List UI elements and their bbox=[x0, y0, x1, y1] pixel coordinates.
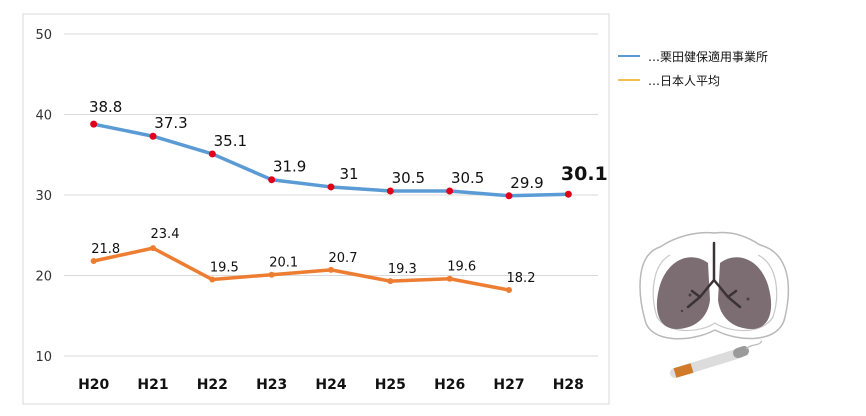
grid-lines bbox=[64, 33, 598, 357]
data-label: 31 bbox=[339, 165, 358, 183]
data-point bbox=[328, 266, 334, 273]
smoke-swirl-icon bbox=[639, 231, 790, 340]
data-label: 30.1 bbox=[561, 163, 608, 185]
data-point bbox=[446, 187, 454, 195]
legend-swatch-japan bbox=[618, 79, 640, 81]
data-point bbox=[268, 176, 276, 184]
y-axis-ticks: 10 20 30 40 50 bbox=[35, 28, 52, 365]
data-label: 18.2 bbox=[507, 271, 536, 286]
x-tick-label-H21: H21 bbox=[137, 377, 168, 393]
data-label: 23.4 bbox=[151, 227, 180, 242]
data-point bbox=[564, 190, 572, 198]
series-layer: 38.8 37.3 35.1 31.9 31 30.5 30.5 29.9 30.1 21.8 23… bbox=[89, 98, 608, 293]
legend-swatch-kurita bbox=[618, 55, 640, 57]
data-label: 30.5 bbox=[392, 169, 425, 187]
legend-label-japan: …日本人平均 bbox=[648, 73, 721, 88]
y-tick-label: 50 bbox=[35, 28, 52, 43]
x-tick-label-H26: H26 bbox=[434, 377, 465, 393]
data-point bbox=[506, 286, 512, 293]
data-point bbox=[150, 245, 156, 252]
data-label: 21.8 bbox=[91, 242, 120, 257]
y-tick-label: 10 bbox=[35, 350, 52, 365]
data-point bbox=[268, 271, 275, 278]
x-tick-label-H28: H28 bbox=[553, 377, 584, 393]
data-point bbox=[208, 150, 216, 158]
data-point bbox=[90, 120, 98, 128]
y-tick-label: 40 bbox=[35, 109, 52, 124]
data-point bbox=[505, 192, 513, 200]
data-label: 19.6 bbox=[447, 260, 476, 275]
data-label: 29.9 bbox=[510, 174, 543, 192]
data-label: 20.1 bbox=[269, 256, 298, 271]
data-label: 37.3 bbox=[154, 114, 187, 132]
x-tick-label-H25: H25 bbox=[375, 377, 406, 393]
data-label: 31.9 bbox=[273, 158, 306, 176]
x-tick-label-H27: H27 bbox=[493, 377, 524, 393]
x-tick-label-H23: H23 bbox=[256, 377, 287, 393]
series-line-1 bbox=[93, 246, 510, 292]
y-tick-label: 20 bbox=[35, 270, 52, 285]
data-point bbox=[90, 258, 97, 265]
x-tick-label-H22: H22 bbox=[197, 377, 228, 393]
data-label: 38.8 bbox=[89, 98, 122, 116]
data-label: 20.7 bbox=[329, 251, 358, 266]
data-point bbox=[149, 132, 157, 140]
data-label: 30.5 bbox=[451, 169, 484, 187]
data-point bbox=[209, 276, 216, 283]
y-tick-label: 30 bbox=[35, 189, 52, 204]
lungs-illustration bbox=[639, 231, 790, 378]
data-label: 19.3 bbox=[388, 262, 417, 277]
chart-frame bbox=[22, 13, 610, 405]
x-tick-label-H20: H20 bbox=[78, 377, 109, 393]
data-point bbox=[327, 183, 335, 191]
x-axis-ticks: H20 H21 H22 H23 H24 H25 H26 H27 H28 bbox=[78, 377, 584, 393]
x-tick-label-H24: H24 bbox=[315, 377, 346, 393]
data-point bbox=[387, 278, 394, 285]
legend-item-kurita: …栗田健保適用事業所 bbox=[618, 44, 768, 68]
data-label: 35.1 bbox=[214, 132, 247, 150]
cigarette-icon bbox=[670, 340, 763, 378]
legend-item-japan: …日本人平均 bbox=[618, 68, 768, 92]
data-label: 19.5 bbox=[210, 261, 239, 276]
data-point bbox=[386, 187, 394, 195]
data-point bbox=[446, 275, 453, 282]
legend-label-kurita: …栗田健保適用事業所 bbox=[648, 49, 769, 64]
legend: …栗田健保適用事業所 …日本人平均 bbox=[618, 44, 768, 92]
lungs-icon bbox=[656, 241, 772, 330]
